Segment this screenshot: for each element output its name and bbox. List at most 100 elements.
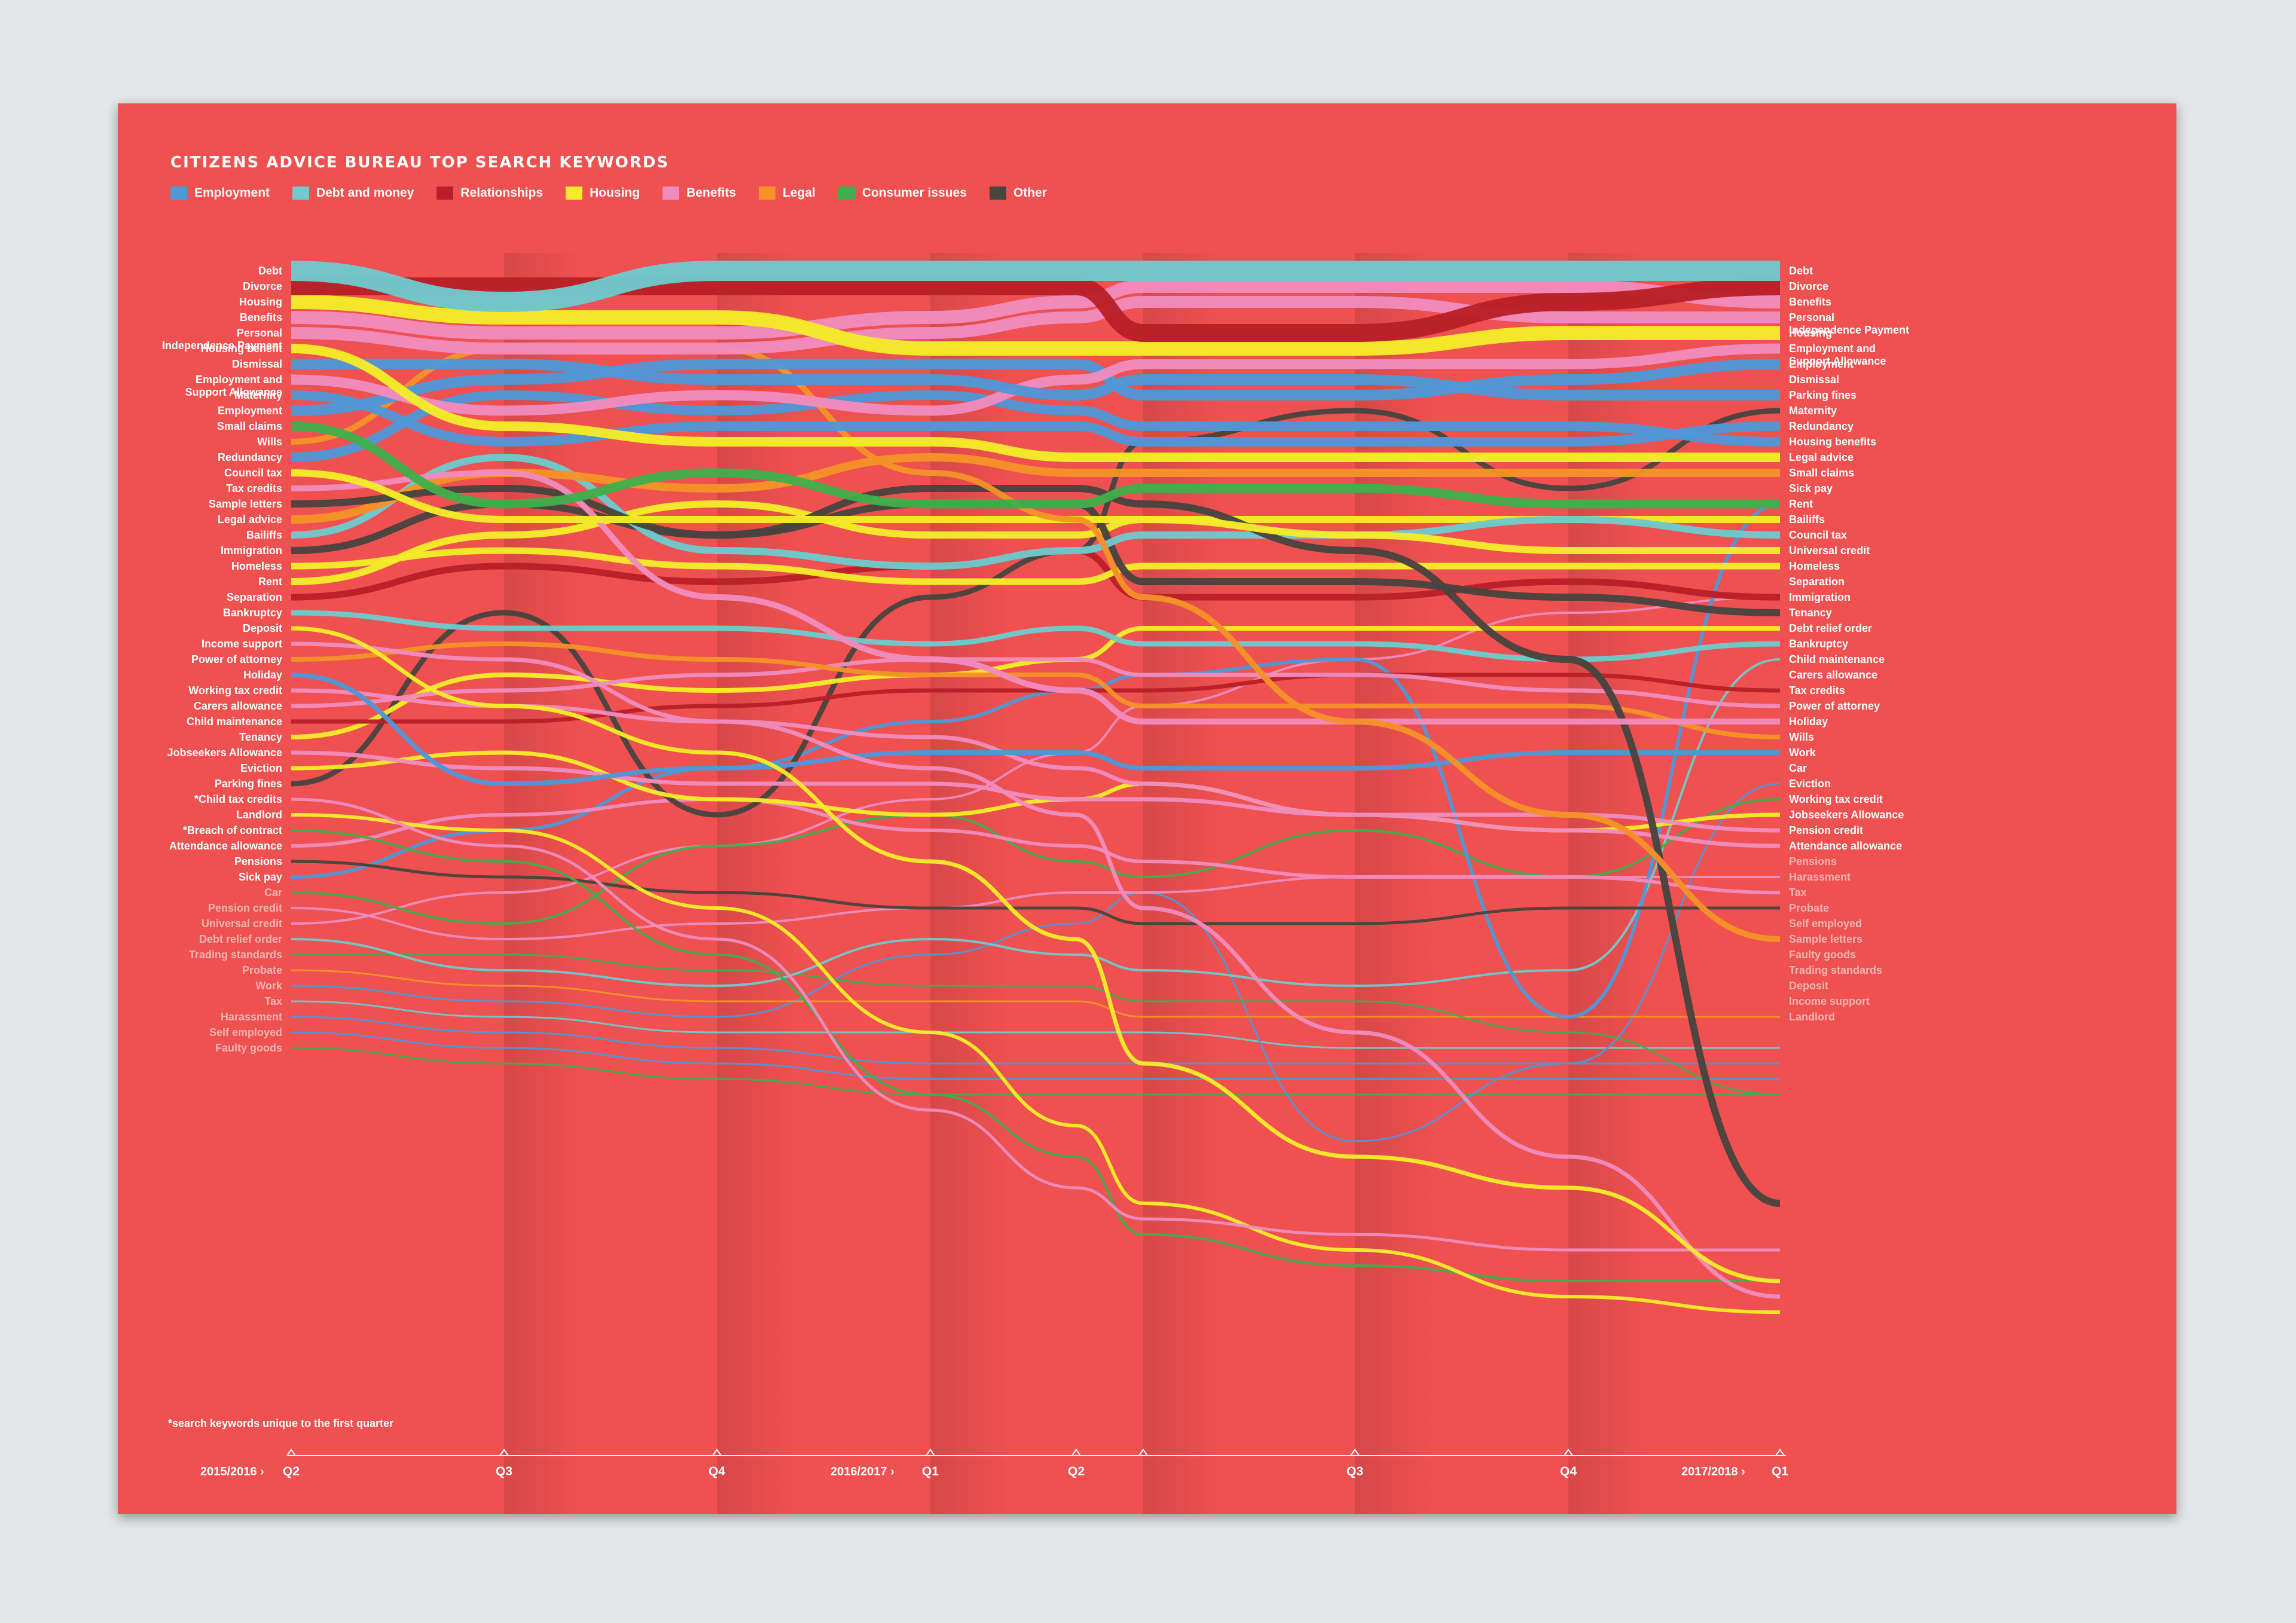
left-label-separation: Separation — [227, 591, 282, 603]
footnote: *search keywords unique to the first qua… — [168, 1417, 394, 1429]
axis-tick-label: Q2 — [1068, 1465, 1085, 1478]
stream-carers-allowance — [291, 657, 1781, 708]
legend-item-consumer-issues: Consumer issues — [838, 186, 967, 200]
stream-car — [291, 798, 1781, 925]
left-label-council-tax: Council tax — [224, 467, 282, 479]
left-label-bankruptcy: Bankruptcy — [223, 607, 282, 619]
right-label-carers-allowance: Carers allowance — [1789, 669, 1877, 681]
left-label-rent: Rent — [258, 576, 282, 588]
left-label-benefits: Benefits — [240, 311, 282, 323]
left-label-self-employed: Self employed — [209, 1026, 282, 1038]
stream-housing-benefit — [291, 344, 1780, 463]
axis-tick-label: Q2 — [283, 1465, 300, 1478]
right-label-maternity: Maternity — [1789, 405, 1837, 417]
stream-attendance-allowance — [291, 797, 1781, 894]
left-label-tax-credits: Tax credits — [226, 482, 282, 494]
stream-legal-advice — [291, 453, 1780, 524]
right-label-benefits: Benefits — [1789, 296, 1831, 308]
left-label-faulty-goods: Faulty goods — [215, 1042, 282, 1054]
left-label-pensions: Pensions — [234, 855, 282, 867]
right-label-wills: Wills — [1789, 731, 1814, 743]
right-label-pension-credit: Pension credit — [1789, 824, 1863, 836]
right-label-sample-letters: Sample letters — [1789, 933, 1863, 945]
stream-parking-fines — [291, 408, 1781, 818]
right-label-personal: Personal — [1789, 311, 1834, 323]
right-label-parking-fines: Parking fines — [1789, 389, 1857, 401]
right-label-bankruptcy: Bankruptcy — [1789, 638, 1848, 650]
stream-pensions — [291, 860, 1780, 925]
right-label-debt: Debt — [1789, 265, 1813, 277]
right-label-harassment: Harassment — [1789, 871, 1851, 883]
fold-shadow-4 — [1143, 253, 1221, 1514]
stream-dismissal — [291, 358, 1780, 401]
fold-shadow-6 — [1568, 253, 1646, 1514]
square-swatch-icon — [292, 187, 310, 200]
poster: Debt Divorce Housing Benefits Personal Indepe… — [118, 103, 2176, 1514]
left-label-tenancy: Tenancy — [239, 731, 282, 743]
right-label-tax: Tax — [1789, 887, 1807, 898]
right-label-dismissal: Dismissal — [1789, 374, 1839, 386]
stream-deposit — [291, 626, 1781, 1283]
axis-tick-label: Q4 — [1560, 1465, 1577, 1478]
stream-homeless — [291, 547, 1780, 585]
square-swatch-icon — [838, 187, 855, 200]
left-label-pension-credit: Pension credit — [208, 902, 282, 914]
left-label-employment-and: Employment and — [196, 374, 282, 386]
right-label-power-of-attorney: Power of attorney — [1789, 700, 1880, 712]
stream-child-tax-credits — [291, 797, 1780, 1252]
right-label-universal-credit: Universal credit — [1789, 545, 1870, 557]
right-label-pensions: Pensions — [1789, 855, 1837, 867]
left-label-probate: Probate — [242, 964, 282, 976]
legend: Employment Debt and money Relationships … — [170, 186, 1047, 200]
left-label-universal-credit: Universal credit — [201, 918, 282, 930]
left-label-jobseekers-allowance: Jobseekers Allowance — [167, 747, 282, 759]
axis-tick-2 — [499, 1448, 509, 1456]
left-label-breach-of-contract: *Breach of contract — [183, 824, 282, 836]
square-swatch-icon — [436, 187, 454, 200]
right-label-sick-pay: Sick pay — [1789, 482, 1833, 494]
left-label-carers-allowance: Carers allowance — [194, 700, 282, 712]
legend-label: Benefits — [686, 186, 736, 200]
right-label-rent: Rent — [1789, 498, 1813, 510]
right-label-housing: Housing — [1789, 327, 1832, 339]
left-label-dismissal: Dismissal — [232, 358, 282, 370]
stream-tax — [291, 1000, 1780, 1049]
legend-item-housing: Housing — [566, 186, 640, 200]
right-labels: Debt Divorce Benefits PersonalIndependence … — [1789, 265, 1909, 1023]
left-label-wills: Wills — [257, 436, 282, 448]
left-label-eviction: Eviction — [240, 762, 282, 774]
right-label-self-employed: Self employed — [1789, 918, 1862, 930]
left-label-work: Work — [255, 980, 283, 992]
fold-shadow-5 — [1355, 253, 1433, 1514]
legend-label: Consumer issues — [862, 186, 967, 200]
left-label-divorce: Divorce — [243, 280, 282, 292]
fold-shadow-2 — [717, 253, 795, 1514]
left-label-debt: Debt — [258, 265, 282, 277]
left-label-holiday: Holiday — [243, 669, 282, 681]
stream-self-employed — [291, 1031, 1780, 1080]
right-label-tenancy: Tenancy — [1789, 607, 1832, 619]
stream-maternity — [291, 390, 1781, 447]
time-axis: Q2 Q3 Q4 Q1 Q2 Q3 Q4 Q1 — [283, 1448, 1788, 1478]
axis-tick-label: Q1 — [1772, 1465, 1788, 1478]
left-label-line2: Independence Payment — [162, 340, 282, 352]
left-label-working-tax-credit: Working tax credit — [188, 684, 282, 696]
axis-tick-9 — [1775, 1448, 1785, 1456]
stream-faulty-goods — [291, 1047, 1780, 1096]
axis-tick-5 — [1071, 1448, 1081, 1456]
bump-chart: Debt Divorce Housing Benefits Personal Indepe… — [162, 253, 1909, 1514]
stream-income-support — [291, 641, 1781, 1299]
right-label-eviction: Eviction — [1789, 778, 1831, 790]
stream-employment-and-support-allowance — [291, 343, 1781, 416]
stream-jobseekers-allowance — [291, 750, 1781, 848]
stream-trading-standards — [291, 953, 1781, 1096]
stream-debt — [291, 260, 1780, 313]
left-label-income-support: Income support — [201, 638, 282, 650]
legend-item-employment: Employment — [170, 186, 270, 200]
year-label-2015: 2015/2016 › — [200, 1465, 264, 1478]
stream-work — [291, 783, 1781, 1142]
right-label-small-claims: Small claims — [1789, 467, 1854, 479]
legend-item-relationships: Relationships — [436, 186, 543, 200]
stream-small-claims — [291, 421, 1780, 509]
right-label-probate: Probate — [1789, 902, 1829, 914]
